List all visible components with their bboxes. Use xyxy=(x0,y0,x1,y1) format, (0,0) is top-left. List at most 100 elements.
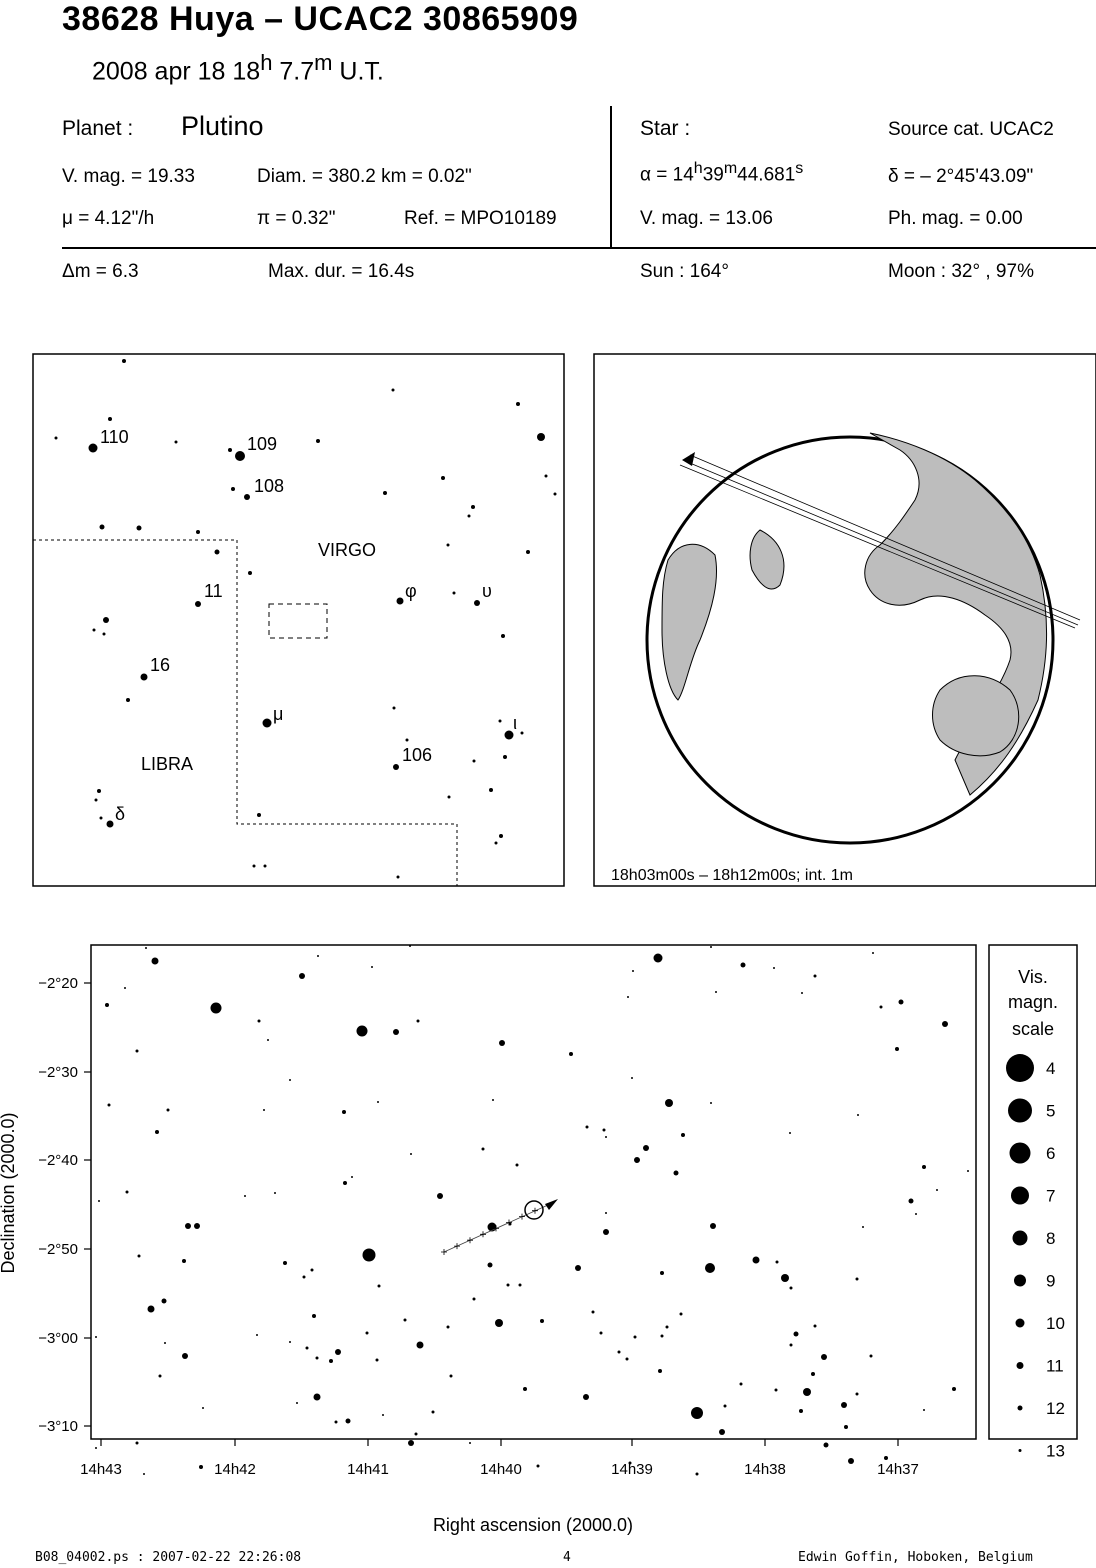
constellation-virgo: VIRGO xyxy=(318,540,376,560)
chart-star xyxy=(789,1343,793,1347)
finder-star xyxy=(447,795,451,799)
field-box xyxy=(268,603,328,639)
chart-star xyxy=(653,953,663,963)
chart-star xyxy=(356,1025,368,1037)
chart-star xyxy=(202,1407,204,1409)
chart-star xyxy=(695,1472,699,1476)
chart-star xyxy=(289,1341,291,1343)
y-tick-label: −3°00 xyxy=(38,1330,78,1347)
finder-star xyxy=(228,448,232,452)
footer-file: B08_04002.ps : 2007-02-22 22:26:08 xyxy=(35,1550,302,1565)
finder-star xyxy=(252,864,256,868)
finder-star xyxy=(262,718,272,728)
y-tick-label: −2°20 xyxy=(38,975,78,992)
scale-title-line3: scale xyxy=(1012,1019,1054,1039)
y-tick-label: −3°10 xyxy=(38,1418,78,1435)
chart-star xyxy=(416,1341,424,1349)
footer-page: 4 xyxy=(563,1550,571,1565)
finder-star xyxy=(405,738,409,742)
chart-star xyxy=(936,1189,938,1191)
finder-star xyxy=(126,698,130,702)
chart-star xyxy=(799,1409,803,1413)
chart-star xyxy=(98,1200,100,1202)
chart-star xyxy=(164,1342,166,1344)
chart-star xyxy=(633,1335,637,1339)
star-label-106: 106 xyxy=(402,745,432,765)
chart-star xyxy=(492,1099,494,1101)
chart-star xyxy=(719,1429,725,1435)
finder-star xyxy=(392,706,396,710)
occultation-path xyxy=(679,454,1081,629)
star-label-phi: φ xyxy=(405,581,417,601)
chart-star xyxy=(681,1133,685,1137)
chart-star xyxy=(602,1128,606,1132)
chart-star xyxy=(437,1193,443,1199)
globe-caption: 18h03m00s – 18h12m00s; int. 1m xyxy=(611,867,853,884)
finder-star xyxy=(94,798,98,802)
chart-star xyxy=(210,1002,222,1014)
track-tick xyxy=(493,1225,499,1232)
page-title: 38628 Huya – UCAC2 30865909 xyxy=(62,0,579,38)
planet-motion: μ = 4.12"/h xyxy=(62,208,155,229)
planet-label: Planet : xyxy=(62,117,134,140)
finder-star xyxy=(140,673,148,681)
finder-star xyxy=(474,600,480,606)
finder-star xyxy=(108,417,112,421)
finder-star xyxy=(520,731,524,735)
chart-star xyxy=(317,955,319,957)
finder-star xyxy=(106,820,114,828)
chart-star xyxy=(365,1331,369,1335)
chart-star xyxy=(257,1019,261,1023)
chart-star xyxy=(774,1388,778,1392)
scale-label: 12 xyxy=(1046,1399,1065,1418)
chart-star xyxy=(409,945,411,947)
chart-star xyxy=(739,1382,743,1386)
chart-star xyxy=(952,1387,956,1391)
chart-star xyxy=(305,1346,309,1350)
planet-track xyxy=(441,1199,558,1255)
magnitude-drop: Δm = 6.3 xyxy=(62,261,139,282)
chart-star xyxy=(408,1440,414,1446)
chart-star xyxy=(813,1324,817,1328)
chart-star xyxy=(431,1410,435,1414)
finder-star xyxy=(503,755,507,759)
chart-star xyxy=(848,1458,854,1464)
x-tick-label: 14h38 xyxy=(744,1461,786,1478)
scale-dot xyxy=(1018,1449,1022,1452)
scale-dot xyxy=(1016,1362,1024,1369)
chart-star xyxy=(124,987,126,989)
finder-star xyxy=(136,525,142,531)
scale-dot xyxy=(1011,1186,1029,1205)
chart-star xyxy=(481,1147,485,1151)
chart-star xyxy=(715,991,717,993)
chart-star xyxy=(137,1254,141,1258)
finder-star xyxy=(235,451,245,461)
chart-star xyxy=(789,1286,793,1290)
chart-star xyxy=(705,1263,715,1273)
chart-star xyxy=(679,1312,683,1316)
finder-star xyxy=(553,492,557,496)
chart-star xyxy=(591,1310,595,1314)
chart-star xyxy=(499,1040,505,1046)
chart-star xyxy=(631,1077,633,1079)
chart-star xyxy=(135,1441,139,1445)
chart-star xyxy=(862,1226,864,1228)
chart-star xyxy=(660,1271,664,1275)
finder-star xyxy=(92,628,96,632)
x-axis-label: Right ascension (2000.0) xyxy=(433,1515,633,1535)
finder-star xyxy=(446,543,450,547)
chart-star xyxy=(158,1374,162,1378)
chart-star xyxy=(518,1283,522,1287)
chart-star xyxy=(740,962,746,968)
chart-star xyxy=(942,1021,948,1027)
chart-star xyxy=(410,1153,412,1155)
path-arrow-icon xyxy=(682,452,695,466)
magnitude-scale: Vis. magn. scale 4 5 6 7 8 9 10 11 12 13 xyxy=(988,944,1078,1461)
chart-star xyxy=(908,1198,914,1204)
chart-star xyxy=(393,1029,399,1035)
chart-star xyxy=(283,1261,287,1265)
scale-dot xyxy=(1017,1405,1023,1411)
chart-star xyxy=(627,996,629,998)
finder-star xyxy=(102,632,106,636)
finder-star xyxy=(393,764,399,770)
